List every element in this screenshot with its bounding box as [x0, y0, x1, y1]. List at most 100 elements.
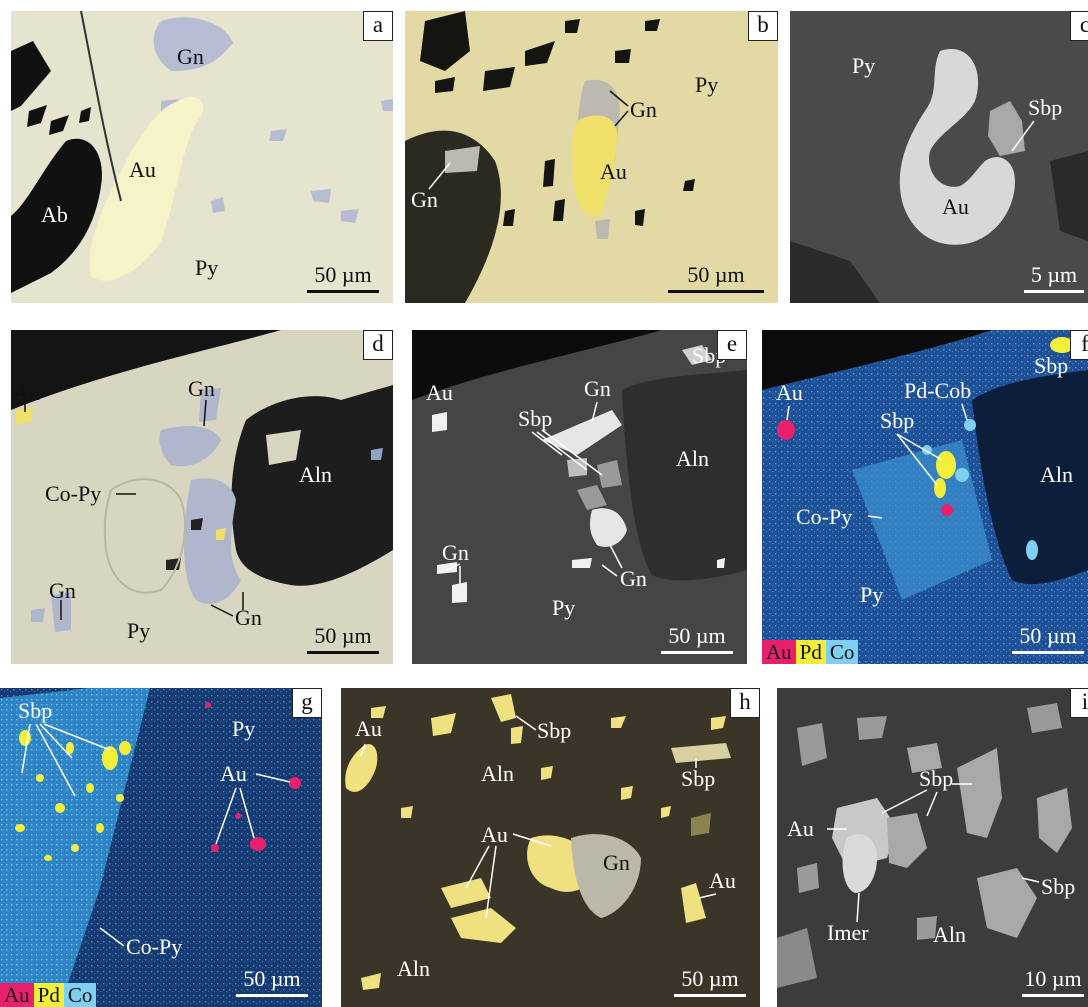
label-gn-3: Gn [620, 566, 647, 591]
panel-letter-h: h [730, 688, 760, 718]
panel-e-image [412, 330, 747, 664]
label-sbp-1: Sbp [919, 766, 954, 791]
panel-letter-e: e [717, 330, 747, 360]
label-au: Au [787, 816, 814, 841]
label-gn-1: Gn [584, 376, 611, 401]
element-legend-g: Au Pd Co [0, 983, 97, 1007]
scale-bar-f: 50 µm [1012, 625, 1084, 654]
panel-g: Sbp Py Au Co-Py g Au Pd Co 50 µm [0, 688, 322, 1007]
scale-line-e [661, 651, 733, 654]
label-au: Au [13, 380, 40, 405]
label-ab: Ab [41, 202, 68, 227]
scale-bar-h: 50 µm [674, 968, 746, 997]
label-gn-1: Gn [188, 376, 215, 401]
label-py: Py [195, 255, 219, 280]
panel-d-image [11, 330, 393, 664]
label-co-py: Co-Py [126, 934, 183, 959]
legend-pd: Pd [33, 983, 64, 1007]
panel-h: Au Sbp Aln Sbp Au Gn Au Aln h 50 µm [341, 688, 760, 1007]
scale-label-e: 50 µm [668, 623, 726, 648]
panel-letter-b: b [748, 11, 778, 41]
legend-au: Au [0, 983, 34, 1007]
label-au: Au [129, 157, 156, 182]
scale-label-d: 50 µm [314, 623, 372, 648]
label-sbp-2: Sbp [681, 766, 716, 791]
panel-letter-i: i [1070, 688, 1088, 718]
legend-co: Co [825, 640, 859, 664]
legend-co: Co [63, 983, 97, 1007]
label-aln: Aln [299, 462, 332, 487]
label-py: Py [232, 716, 256, 741]
panel-f-image [762, 330, 1088, 664]
label-sbp-1: Sbp [880, 408, 915, 433]
label-aln: Aln [933, 922, 966, 947]
panel-letter-a: a [363, 11, 393, 41]
scale-bar-c: 5 µm [1024, 264, 1084, 293]
panel-b-image [405, 11, 778, 303]
label-sbp-2: Sbp [1034, 353, 1069, 378]
label-au: Au [776, 380, 803, 405]
panel-i: Sbp Au Sbp Imer Aln i 10 µm [777, 688, 1088, 1007]
scale-line-d [307, 651, 379, 654]
scale-line-g [236, 994, 308, 997]
label-gn-2: Gn [442, 540, 469, 565]
label-py: Py [860, 582, 884, 607]
scale-line-i [1022, 994, 1084, 997]
label-gn-2: Gn [411, 187, 438, 212]
label-au-1: Au [355, 716, 382, 741]
scale-line-f [1012, 651, 1084, 654]
label-au: Au [220, 761, 247, 786]
label-imer: Imer [827, 920, 869, 945]
panel-letter-c: c [1070, 11, 1088, 41]
label-gn-2: Gn [49, 578, 76, 603]
scale-bar-g: 50 µm [236, 968, 308, 997]
scale-bar-d: 50 µm [307, 625, 379, 654]
element-legend: Au Pd Co [762, 640, 859, 664]
panel-letter-g: g [292, 688, 322, 718]
label-gn: Gn [603, 850, 630, 875]
panel-e: Sbp Au Gn Sbp Aln Gn Gn Py e 50 µm [412, 330, 747, 664]
panel-letter-f: f [1070, 330, 1088, 360]
panel-letter-d: d [363, 330, 393, 360]
panel-h-image [341, 688, 760, 1007]
panel-g-image [0, 688, 322, 1007]
label-co-py: Co-Py [45, 481, 102, 506]
scale-bar-b: 50 µm [668, 264, 764, 293]
legend-au: Au [762, 640, 796, 664]
label-au: Au [600, 159, 627, 184]
label-co-py: Co-Py [796, 504, 853, 529]
scale-label-i: 10 µm [1024, 966, 1082, 991]
scale-label-h: 50 µm [681, 966, 739, 991]
label-aln: Aln [1040, 462, 1073, 487]
label-gn: Gn [177, 44, 204, 69]
scale-line-c [1024, 290, 1084, 293]
label-py: Py [127, 618, 151, 643]
label-aln-1: Aln [481, 761, 514, 786]
scale-label-c: 5 µm [1030, 262, 1078, 287]
scale-label-a: 50 µm [314, 262, 372, 287]
label-au-2: Au [481, 822, 508, 847]
panel-c-image [790, 11, 1088, 303]
panel-f: Au Pd-Cob Sbp Sbp Aln Co-Py Py f Au Pd C… [762, 330, 1088, 664]
scale-bar-i: 10 µm [1022, 968, 1084, 997]
scale-bar-e: 50 µm [661, 625, 733, 654]
label-py: Py [852, 53, 876, 78]
label-pd-cob: Pd-Cob [904, 378, 972, 403]
label-au: Au [426, 380, 453, 405]
label-sbp-2: Sbp [1041, 874, 1076, 899]
panel-d: Au Gn Aln Co-Py Gn Py Gn d 50 µm [11, 330, 393, 664]
label-sbp-2: Sbp [518, 406, 553, 431]
scale-bar-a: 50 µm [307, 264, 379, 293]
scale-line-a [307, 290, 379, 293]
panel-b: Py Gn Au Gn b 50 µm [405, 11, 778, 303]
scale-label-g: 50 µm [243, 966, 301, 991]
panel-c: Py Sbp Au c 5 µm [790, 11, 1088, 303]
label-aln-2: Aln [397, 956, 430, 981]
scale-line-h [674, 994, 746, 997]
label-gn-3: Gn [235, 605, 262, 630]
panel-a-image [11, 11, 393, 303]
label-sbp-1: Sbp [537, 718, 572, 743]
scale-line-b [668, 290, 764, 293]
scale-label-b: 50 µm [687, 262, 745, 287]
label-py: Py [695, 72, 719, 97]
